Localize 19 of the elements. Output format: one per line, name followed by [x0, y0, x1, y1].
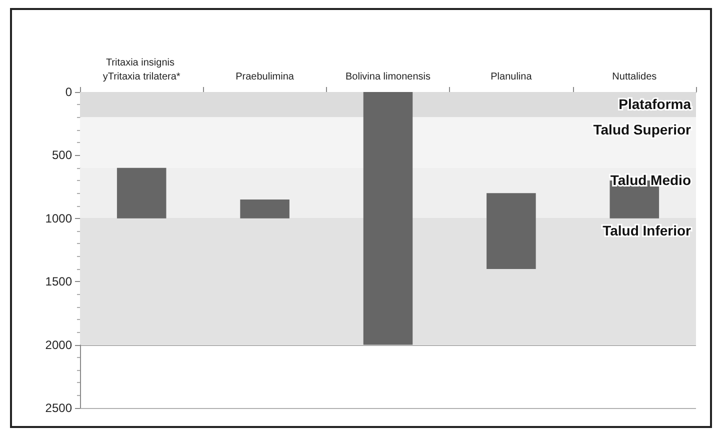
bar: [116, 168, 166, 218]
band-label: Plataforma: [618, 96, 692, 112]
band-label: Talud Inferior: [602, 222, 692, 238]
y-tick-label: 0: [65, 85, 72, 99]
x-tick-label: Bolivina limonensis: [345, 72, 431, 82]
x-tick-label: Planulina: [490, 72, 532, 82]
band-label: Talud Superior: [593, 121, 692, 138]
y-tick-label: 500: [52, 148, 72, 162]
y-tick-label: 2000: [45, 338, 72, 352]
y-tick-label: 1500: [45, 274, 72, 289]
bar: [363, 92, 413, 345]
y-tick-label: 2500: [45, 401, 72, 415]
bar: [486, 193, 536, 269]
y-tick-label: 1000: [45, 211, 72, 226]
bar: [240, 199, 290, 218]
x-tick-label: Tritaxia insignis yTritaxia trilatera*: [102, 58, 180, 82]
x-tick-label: Nuttalides: [612, 72, 657, 82]
x-tick-label: Praebulimina: [236, 72, 294, 82]
band-label: Talud Medio: [610, 172, 691, 188]
